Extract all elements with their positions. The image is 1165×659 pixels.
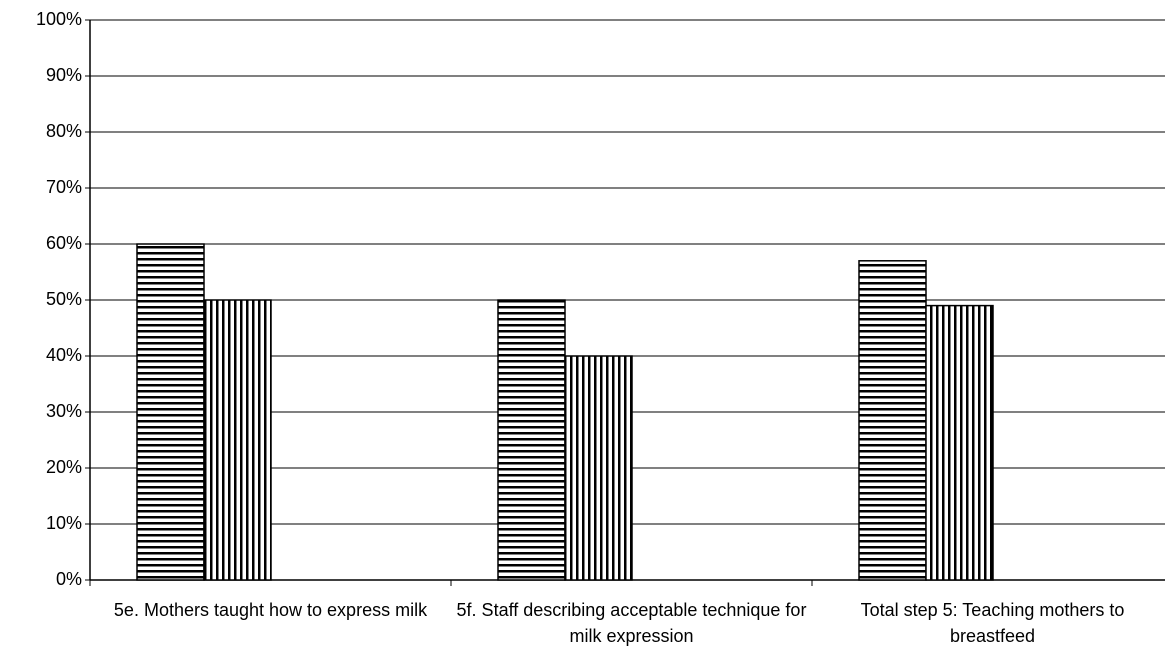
x-tick-label: 5f. Staff describing acceptable techniqu… (456, 600, 807, 646)
y-tick-label: 20% (46, 457, 82, 477)
y-tick-label: 0% (56, 569, 82, 589)
bar (203, 299, 272, 581)
bar (136, 243, 205, 581)
y-tick-label: 30% (46, 401, 82, 421)
y-tick-label: 70% (46, 177, 82, 197)
y-tick-label: 90% (46, 65, 82, 85)
y-tick-label: 50% (46, 289, 82, 309)
bar (497, 299, 566, 581)
x-tick-label: 5e. Mothers taught how to express milk (113, 600, 428, 620)
bar (858, 260, 927, 581)
y-tick-label: 10% (46, 513, 82, 533)
x-tick-label: Total step 5: Teaching mothers to breast… (860, 600, 1125, 646)
y-tick-label: 40% (46, 345, 82, 365)
bar (925, 304, 994, 581)
bar (564, 355, 633, 581)
y-tick-label: 80% (46, 121, 82, 141)
y-tick-label: 60% (46, 233, 82, 253)
y-tick-label: 100% (36, 9, 82, 29)
